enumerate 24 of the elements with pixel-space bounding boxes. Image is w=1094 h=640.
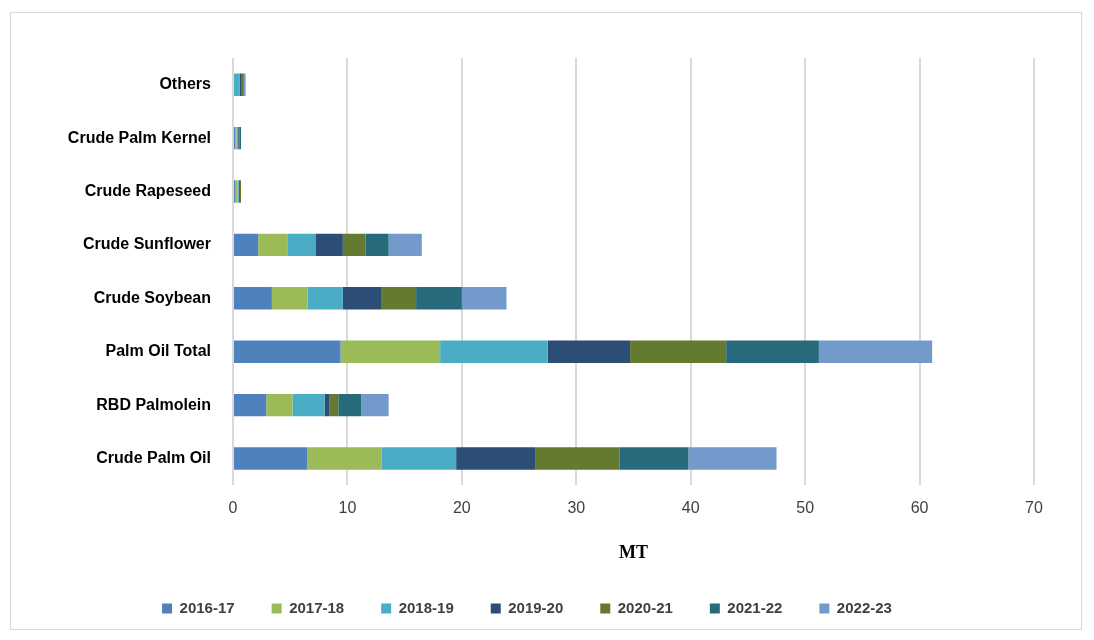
x-tick-label: 20 (452, 499, 471, 517)
legend-label: 2020-21 (617, 598, 673, 616)
y-tick-label: Crude Palm Kernel (67, 128, 211, 146)
y-tick-label: Crude Sunflower (82, 235, 211, 253)
y-tick-label: Palm Oil Total (105, 342, 211, 360)
x-tick-label: 30 (567, 499, 586, 517)
x-tick-label: 60 (910, 499, 929, 517)
x-tick-label: 10 (338, 499, 357, 517)
x-tick-label: 70 (1025, 499, 1043, 517)
x-tick-label: 40 (681, 499, 700, 517)
legend-label: 2017-18 (289, 598, 345, 616)
legend-label: 2022-23 (836, 598, 892, 616)
y-tick-label: Others (159, 75, 212, 93)
x-tick-label: 0 (228, 499, 238, 517)
x-axis-title: MT (619, 541, 648, 562)
y-tick-label: Crude Palm Oil (96, 448, 211, 466)
x-tick-label: 50 (796, 499, 815, 517)
legend-label: 2018-19 (398, 598, 454, 616)
y-tick-label: RBD Palmolein (96, 395, 211, 413)
legend-label: 2021-22 (727, 598, 783, 616)
legend-label: 2019-20 (508, 598, 564, 616)
y-tick-label: Crude Soybean (93, 288, 211, 306)
legend-label: 2016-17 (179, 598, 235, 616)
y-tick-label: Crude Rapeseed (84, 181, 211, 199)
